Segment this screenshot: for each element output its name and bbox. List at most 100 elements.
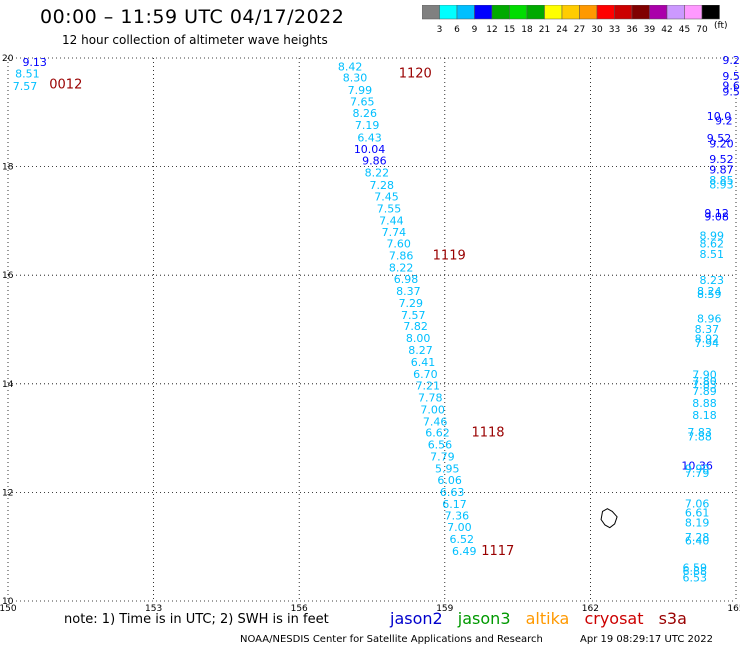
- wave-height-label: 6.98: [394, 273, 419, 286]
- legend-label: 42: [661, 25, 672, 35]
- wave-height-label: 7.28: [369, 179, 394, 192]
- wave-height-label: 6.52: [450, 533, 475, 546]
- satellite-jason2: jason2: [390, 609, 443, 628]
- wave-height-label: 8.51: [699, 248, 724, 261]
- wave-height-label: 7.60: [386, 238, 411, 251]
- legend-swatch: [649, 5, 668, 20]
- wave-height-label: 5.95: [435, 463, 460, 476]
- legend-swatch: [614, 5, 633, 20]
- x-tick-label: 159: [436, 604, 453, 614]
- wave-height-label: 7.88: [687, 430, 712, 443]
- wave-height-label: 8.59: [697, 288, 722, 301]
- wave-height-label: 8.96: [697, 313, 722, 326]
- wave-height-label: 6.49: [452, 545, 477, 558]
- chart-subtitle: 12 hour collection of altimeter wave hei…: [62, 33, 328, 47]
- wave-height-label: 9.86: [362, 155, 387, 168]
- x-tick-label: 165: [727, 604, 740, 614]
- time-label: 1118: [471, 426, 504, 441]
- y-tick-label: 10: [2, 597, 14, 607]
- time-label: 1119: [433, 249, 466, 264]
- legend-swatch: [509, 5, 528, 20]
- wave-height-label: 9.2: [722, 54, 740, 67]
- wave-height-label: 8.23: [699, 274, 724, 287]
- wave-height-label: 7.83: [687, 426, 712, 439]
- legend-label: 36: [626, 25, 638, 35]
- wave-height-label: 6.41: [411, 356, 436, 369]
- wave-height-label: 8.51: [15, 68, 40, 81]
- wave-height-label: 6.53: [682, 572, 707, 585]
- wave-height-label: 9.5: [722, 86, 740, 99]
- wave-height-label: 8.85: [709, 174, 734, 187]
- wave-height-label: 7.57: [401, 309, 426, 322]
- wave-height-label: 9.6: [722, 80, 740, 93]
- wave-height-label: 9.13: [22, 56, 47, 69]
- legend-label: 27: [574, 25, 585, 35]
- wave-height-label: 7.06: [685, 497, 710, 510]
- wave-height-label: 8.88: [692, 397, 717, 410]
- wave-height-label: 7.46: [423, 415, 448, 428]
- wave-height-label: 8.37: [396, 285, 421, 298]
- wave-height-label: 8.30: [343, 72, 368, 85]
- wave-height-label: 8.27: [408, 344, 433, 357]
- wave-height-label: 7.55: [377, 202, 402, 215]
- wave-height-label: 7.19: [355, 119, 380, 132]
- wave-height-label: 7.94: [695, 337, 720, 350]
- wave-height-label: 8.99: [699, 230, 724, 243]
- x-tick-label: 153: [145, 604, 162, 614]
- wave-height-label: 7.57: [13, 80, 38, 93]
- wave-height-label: 9.5: [722, 70, 740, 83]
- legend-units-label: (ft): [714, 21, 728, 31]
- satellite-s3a: s3a: [658, 609, 687, 628]
- wave-height-label: 7.80: [692, 375, 717, 388]
- satellite-legend: jason2 jason3 altika cryosat s3a: [390, 609, 697, 628]
- wave-height-label: 9.08: [704, 211, 729, 224]
- wave-height-label: 6.17: [442, 498, 467, 511]
- legend-swatch: [631, 5, 650, 20]
- legend-swatch: [544, 5, 563, 20]
- wave-height-label: 6.61: [685, 506, 710, 519]
- wave-height-label: 7.78: [418, 391, 443, 404]
- satellite-cryosat: cryosat: [584, 609, 644, 628]
- legend-label: 18: [521, 25, 533, 35]
- wave-height-label: 7.65: [350, 95, 375, 108]
- credit-text: NOAA/NESDIS Center for Satellite Applica…: [240, 634, 543, 645]
- y-tick-label: 12: [2, 488, 13, 498]
- wave-height-label: 7.82: [403, 320, 428, 333]
- wave-height-label: 9.90: [685, 463, 710, 476]
- legend-label: 9: [472, 25, 478, 35]
- wave-height-label: 9.52: [709, 153, 734, 166]
- legend-label: 6: [454, 25, 460, 35]
- time-label: 1117: [481, 544, 514, 559]
- wave-height-label: 7.99: [348, 84, 373, 97]
- wave-height-label: 7.00: [447, 521, 472, 534]
- legend-label: 12: [486, 25, 497, 35]
- color-scale-legend: 3 6 9 12 15 18 21 24 27 30 33 36 39 42 45 70: [422, 5, 720, 35]
- wave-height-label: 7.28: [685, 531, 710, 544]
- legend-swatch: [579, 5, 598, 20]
- wave-height-label: 10.0: [707, 110, 732, 123]
- wave-height-label: 7.44: [379, 214, 404, 227]
- wave-height-label: 7.21: [416, 379, 441, 392]
- legend-label: 3: [437, 25, 443, 35]
- wave-height-label: 7.90: [692, 369, 717, 382]
- wave-height-label: 8.93: [709, 179, 734, 192]
- legend-swatch: [491, 5, 510, 20]
- wave-height-label: 8.62: [699, 238, 724, 251]
- wave-height-label: 8.37: [695, 323, 720, 336]
- wave-height-label: 8.24: [697, 285, 722, 298]
- footer-note: note: 1) Time is in UTC; 2) SWH is in fe…: [64, 612, 329, 627]
- wave-height-label: 6.63: [440, 486, 465, 499]
- legend-label: 24: [556, 25, 568, 35]
- y-tick-label: 18: [2, 163, 14, 173]
- y-tick-label: 20: [2, 54, 14, 64]
- legend-label: 70: [696, 25, 708, 35]
- wave-height-label: 10.04: [354, 143, 386, 156]
- wave-height-label: 6.62: [425, 427, 450, 440]
- time-label: 1120: [399, 67, 432, 82]
- wave-height-label: 9.12: [704, 207, 729, 220]
- wave-height-label: 8.00: [406, 332, 431, 345]
- wave-height-label: 9.20: [709, 137, 734, 150]
- chart-title: 00:00 – 11:59 UTC 04/17/2022: [40, 6, 345, 28]
- wave-height-label: 8.26: [352, 107, 377, 120]
- wave-height-label: 9.87: [709, 163, 734, 176]
